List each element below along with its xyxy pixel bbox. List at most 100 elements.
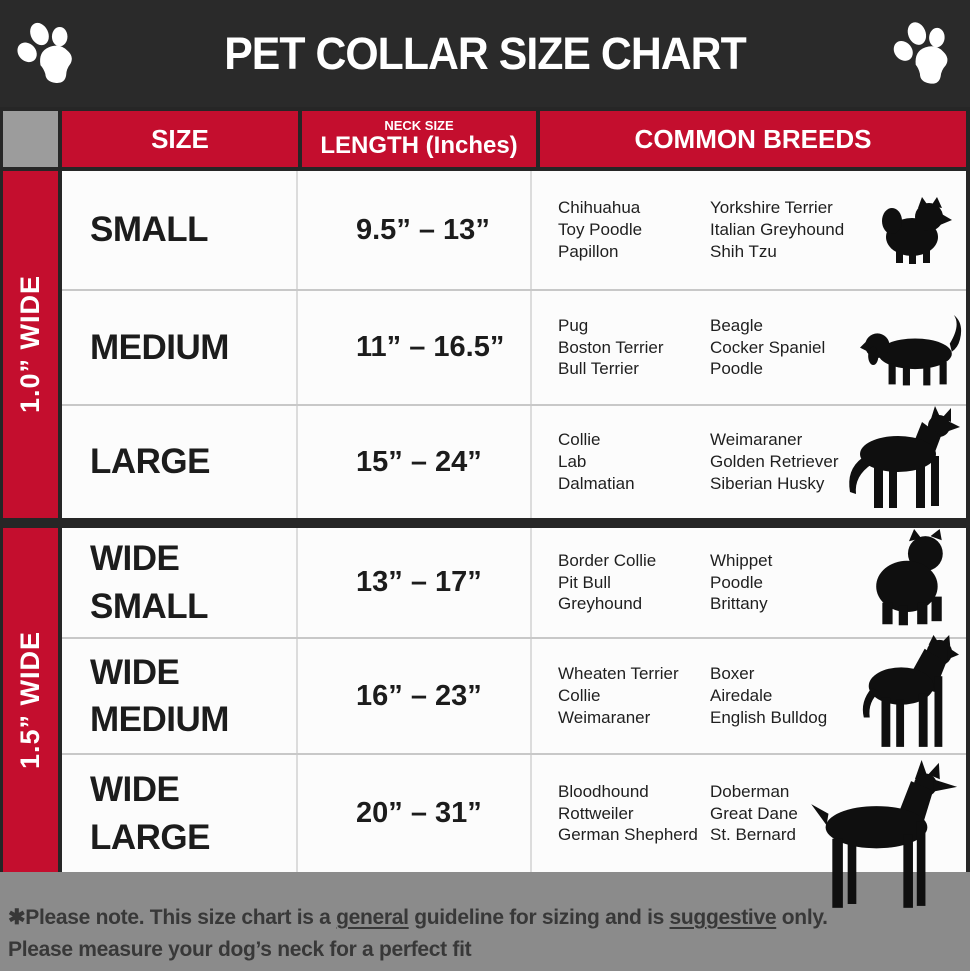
table-header-row: SIZE NECK SIZE LENGTH (Inches) COMMON BR… (3, 111, 966, 167)
breed-name: Dalmatian (558, 473, 635, 493)
neck-range-value: 15” – 24” (298, 406, 532, 518)
table-row-medium: MEDIUM 11” – 16.5” Pug Boston Terrier Bu… (62, 291, 966, 404)
breed-list: Wheaten Terrier Collie Weimaraner (558, 663, 710, 728)
column-header-common-breeds: COMMON BREEDS (540, 111, 966, 167)
breed-name: Weimaraner (558, 707, 651, 727)
neck-range-value: 9.5” – 13” (298, 171, 532, 289)
paw-print-icon (17, 22, 72, 83)
breed-list: Beagle Cocker Spaniel Poodle (710, 315, 870, 380)
neck-range-value: 16” – 23” (298, 639, 532, 753)
footnote-line-1: ✱Please note. This size chart is a gener… (8, 902, 960, 934)
breed-name: Italian Greyhound (710, 220, 845, 240)
neck-size-label: NECK SIZE (384, 118, 454, 134)
breeds-cell: Wheaten Terrier Collie Weimaraner Boxer … (532, 635, 966, 753)
title-bar: PET COLLAR SIZE CHART (0, 0, 970, 107)
breed-name: Papillon (558, 241, 619, 261)
breed-name: Poodle (710, 572, 763, 592)
breed-name: Collie (558, 430, 601, 450)
breed-name: Airedale (710, 686, 773, 706)
breed-name: Toy Poodle (558, 220, 643, 240)
breed-name: Brittany (710, 594, 768, 614)
breed-list: Collie Lab Dalmatian (558, 429, 710, 494)
beagle-dog-icon (860, 314, 962, 385)
table-row-wide-small: WIDE SMALL 13” – 17” Border Collie Pit B… (62, 528, 966, 637)
breed-list: Weimaraner Golden Retriever Siberian Hus… (710, 429, 870, 494)
width-sidebar-label: 1.5” WIDE (15, 630, 45, 770)
breed-name: Doberman (710, 781, 790, 801)
toy-breed-dog-icon (882, 197, 952, 264)
column-header-size: SIZE (62, 111, 298, 167)
breed-name: Pit Bull (558, 572, 611, 592)
breed-name: Boston Terrier (558, 337, 664, 357)
shepherd-dog-icon (849, 406, 960, 508)
breeds-cell: Collie Lab Dalmatian Weimaraner Golden R… (532, 406, 966, 518)
footnote-underlined-word: suggestive (669, 906, 777, 929)
common-breeds-label: COMMON BREEDS (634, 123, 872, 154)
breed-name: Cocker Spaniel (710, 337, 826, 357)
column-header-size-label: SIZE (151, 123, 209, 154)
breed-list: Doberman Great Dane St. Bernard (710, 781, 870, 846)
footnote-text: only. (776, 906, 828, 929)
breed-list: Border Collie Pit Bull Greyhound (558, 550, 710, 615)
width-sidebar-1-5-inch: 1.5” WIDE (3, 528, 58, 872)
breed-name: Poodle (710, 359, 763, 379)
breed-name: Rottweiler (558, 803, 634, 823)
table-row-wide-large: WIDE LARGE 20” – 31” Bloodhound Rottweil… (62, 755, 966, 908)
footnote-text: guideline for sizing and is (408, 906, 670, 929)
footnote-text: ✱Please note. This size chart is a (8, 906, 337, 929)
breed-name: Boxer (710, 664, 755, 684)
breeds-cell: Bloodhound Rottweiler German Shepherd Do… (532, 755, 966, 908)
breed-name: Siberian Husky (710, 473, 825, 493)
breed-name: Great Dane (710, 803, 798, 823)
neck-range-value: 13” – 17” (298, 528, 532, 637)
breed-name: Greyhound (558, 594, 643, 614)
breed-name: Chihuahua (558, 198, 641, 218)
section-1-inch-wide: 1.0” WIDE SMALL 9.5” – 13” Chihuahua Toy… (3, 171, 966, 518)
breed-list: Boxer Airedale English Bulldog (710, 663, 870, 728)
breed-name: Whippet (710, 550, 773, 570)
size-label: WIDE LARGE (62, 755, 298, 872)
size-label: WIDE MEDIUM (62, 639, 298, 753)
size-label: MEDIUM (62, 291, 298, 404)
footnote-underlined-word: general (336, 906, 409, 929)
breed-name: Weimaraner (710, 430, 803, 450)
breed-list: Whippet Poodle Brittany (710, 550, 870, 615)
breeds-cell: Border Collie Pit Bull Greyhound Whippet… (532, 528, 966, 637)
breed-name: Collie (558, 686, 601, 706)
breed-name: Shih Tzu (710, 241, 777, 261)
breed-name: St. Bernard (710, 825, 796, 845)
page-title: PET COLLAR SIZE CHART (224, 27, 747, 79)
size-label: LARGE (62, 406, 298, 518)
length-inches-label: LENGTH (Inches) (320, 132, 518, 160)
breed-name: Yorkshire Terrier (710, 198, 833, 218)
breed-list: Bloodhound Rottweiler German Shepherd (558, 781, 710, 846)
breeds-cell: Pug Boston Terrier Bull Terrier Beagle C… (532, 291, 966, 404)
doberman-dog-icon (811, 759, 958, 908)
table-row-large: LARGE 15” – 24” Collie Lab Dalmatian Wei… (62, 406, 966, 518)
breed-name: Border Collie (558, 550, 657, 570)
width-sidebar-1-inch: 1.0” WIDE (3, 171, 58, 518)
breed-list: Pug Boston Terrier Bull Terrier (558, 315, 710, 380)
neck-range-value: 20” – 31” (298, 755, 532, 872)
breed-name: Wheaten Terrier (558, 664, 679, 684)
size-table: SIZE NECK SIZE LENGTH (Inches) COMMON BR… (0, 107, 970, 908)
footnote: ✱Please note. This size chart is a gener… (0, 872, 970, 971)
breed-list: Chihuahua Toy Poodle Papillon (558, 197, 710, 262)
breed-name: German Shepherd (558, 825, 698, 845)
breeds-cell: Chihuahua Toy Poodle Papillon Yorkshire … (532, 171, 966, 289)
breed-list: Yorkshire Terrier Italian Greyhound Shih… (710, 197, 870, 262)
pitbull-dog-icon (862, 635, 960, 748)
breed-name: Bull Terrier (558, 359, 639, 379)
section-1-5-inch-wide: 1.5” WIDE WIDE SMALL 13” – 17” Border Co… (3, 528, 966, 908)
size-label: SMALL (62, 171, 298, 289)
corner-block (3, 111, 58, 167)
bulldog-dog-icon (876, 528, 943, 625)
width-sidebar-label: 1.0” WIDE (15, 275, 45, 414)
table-row-small: SMALL 9.5” – 13” Chihuahua Toy Poodle Pa… (62, 171, 966, 289)
column-header-neck-length: NECK SIZE LENGTH (Inches) (302, 111, 536, 167)
breed-name: Lab (558, 452, 587, 472)
paw-print-icon (893, 21, 948, 84)
breed-name: Pug (558, 315, 589, 335)
footnote-line-2: Please measure your dog’s neck for a per… (8, 937, 472, 961)
